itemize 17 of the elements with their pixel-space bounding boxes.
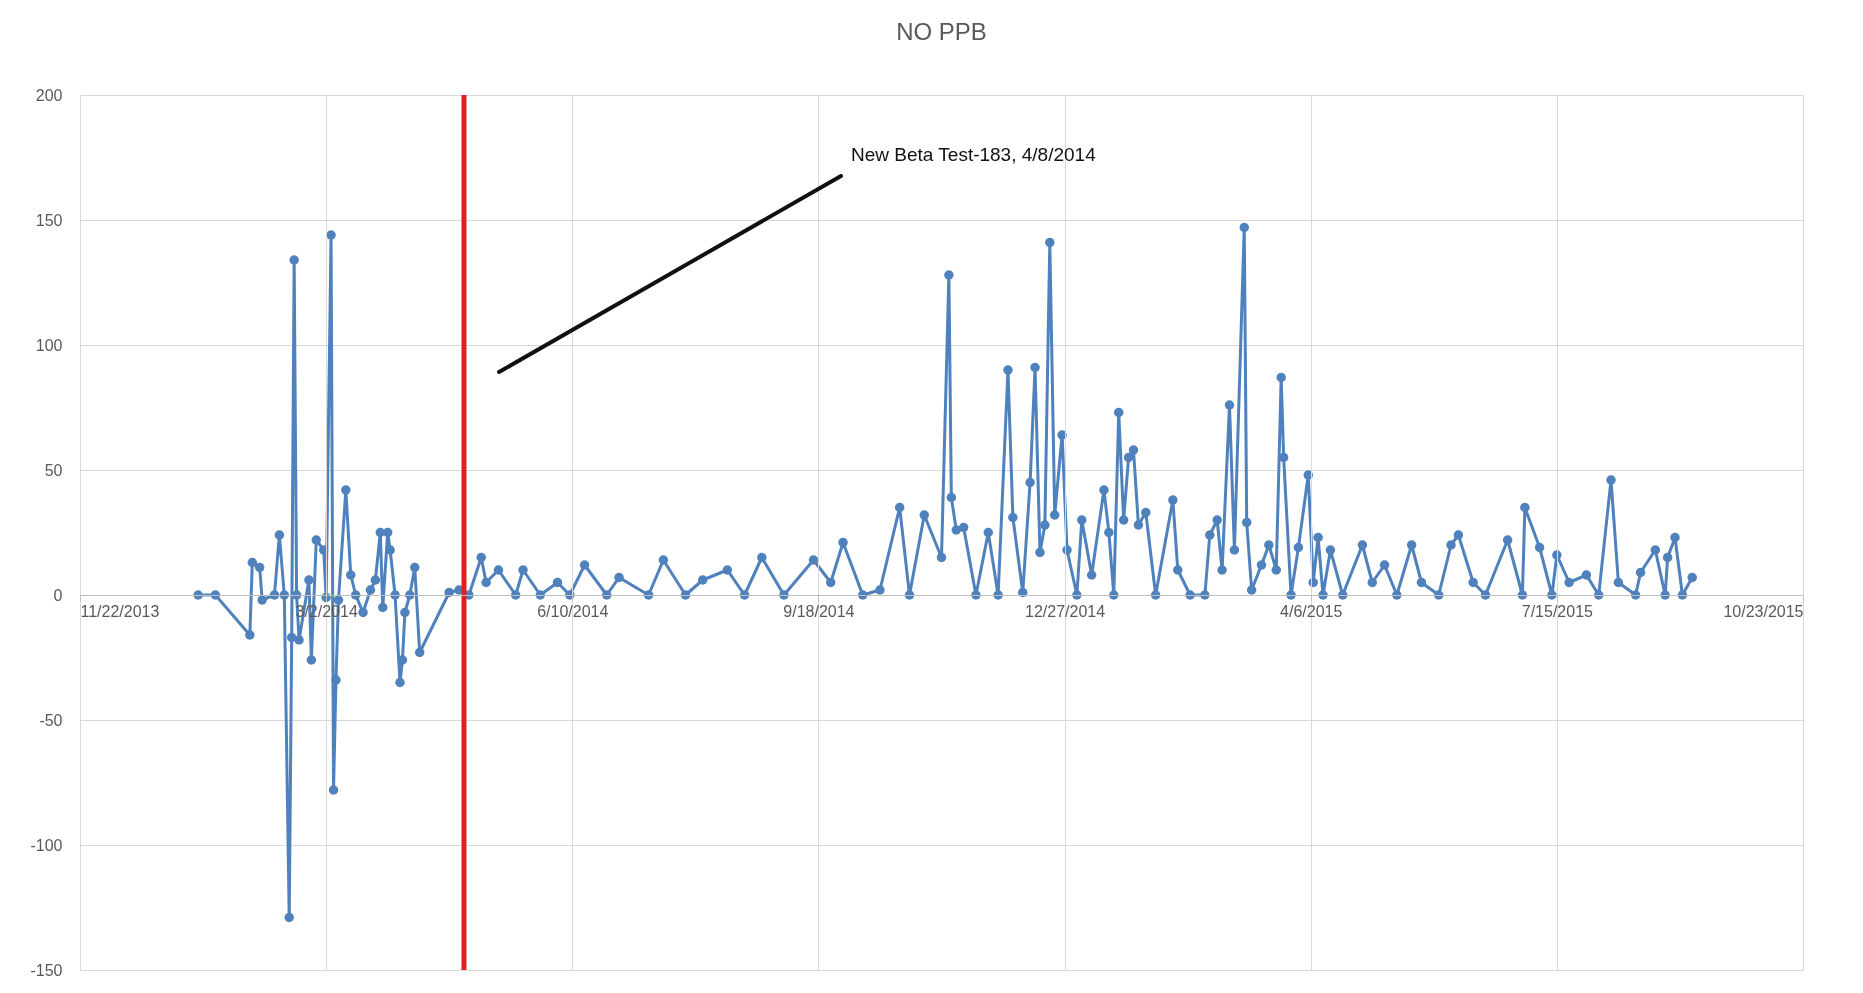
x-tick-label: 12/27/2014: [1025, 602, 1106, 620]
x-tick-label: 4/6/2015: [1280, 602, 1343, 620]
y-tick-label: -100: [30, 836, 63, 854]
y-tick-label: 0: [53, 586, 63, 604]
annotation: New Beta Test-183, 4/8/2014: [851, 144, 1096, 166]
y-tick-label: 150: [35, 211, 63, 229]
x-tick-label: 10/23/2015: [1723, 602, 1804, 620]
x-tick-label: 11/22/2013: [80, 602, 160, 620]
chart-title: NO PPB: [896, 18, 987, 45]
y-tick-label: -150: [30, 961, 63, 979]
y-tick-label: 50: [44, 461, 63, 479]
x-tick-label: 6/10/2014: [537, 602, 609, 620]
y-tick-label: 100: [35, 336, 63, 354]
y-tick-label: 200: [35, 86, 63, 104]
x-tick-label: 9/18/2014: [783, 602, 855, 620]
y-tick-label: -50: [39, 711, 63, 729]
x-tick-label: 7/15/2015: [1521, 602, 1594, 620]
